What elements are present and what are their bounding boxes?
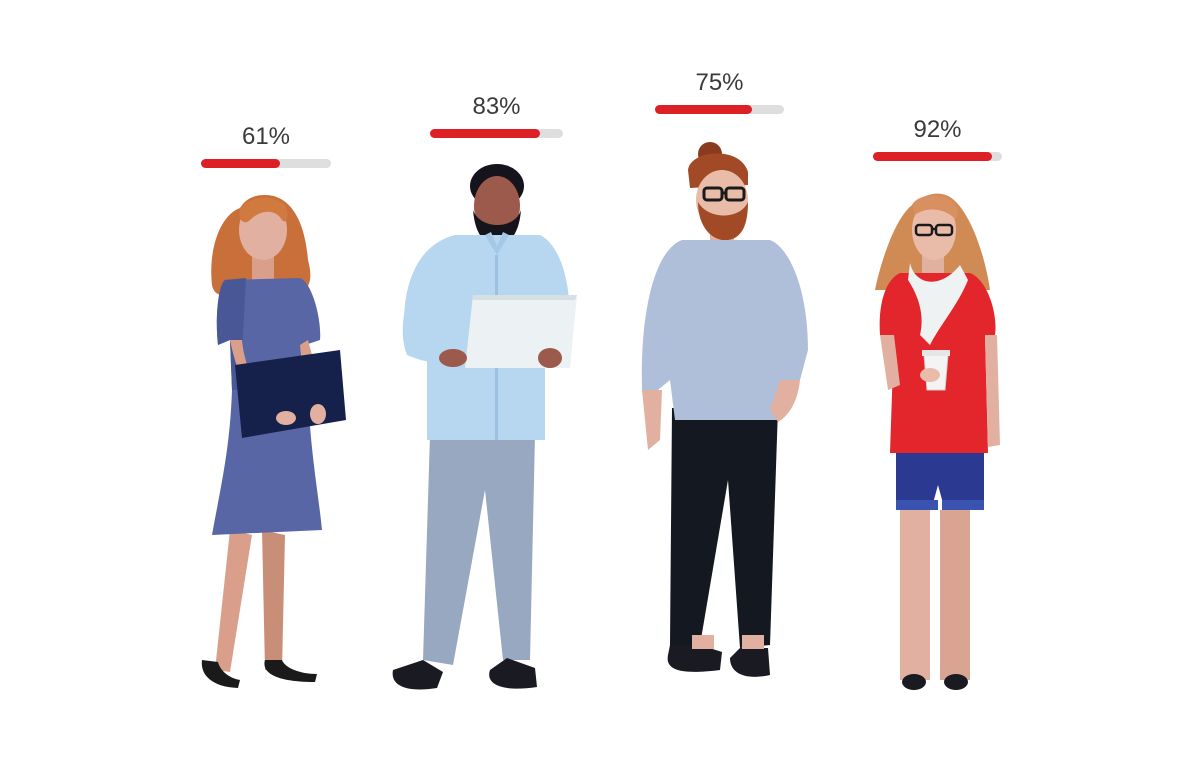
man-with-laptop-figure	[392, 164, 577, 690]
meter-4-fill	[873, 152, 992, 161]
meter-4-label: 92%	[913, 116, 962, 143]
man-with-glasses-figure	[641, 142, 808, 677]
meter-1-label: 61%	[241, 123, 291, 150]
meter-3-fill	[655, 105, 752, 114]
meter-2-fill	[430, 129, 541, 138]
meter-3-label: 75%	[695, 69, 744, 96]
meter-1-fill	[201, 159, 281, 168]
meter-2-label: 83%	[472, 93, 521, 120]
woman-red-top-figure	[875, 193, 1000, 690]
woman-blue-dress-figure	[201, 195, 346, 688]
